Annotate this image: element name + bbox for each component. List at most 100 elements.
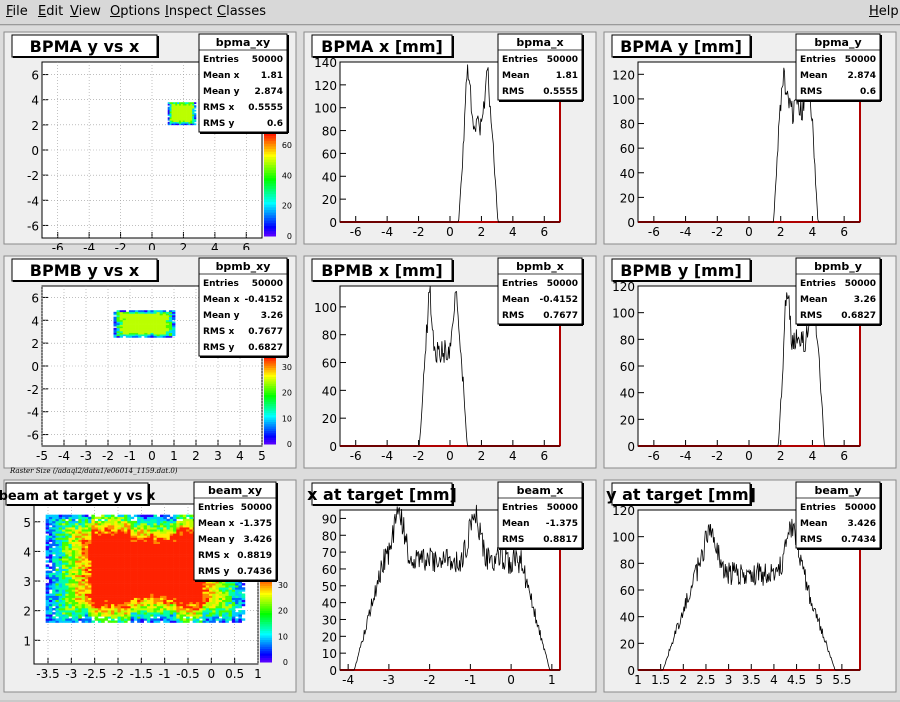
heatmap-cell [160, 581, 164, 584]
pad-bpmb-xy[interactable]: -5 -4 -3 -2 -1 0 1 2 3 4 5 6 4 2 0 -2 -4 -6 0 10 20 30 BPMB y … [0, 250, 300, 474]
heatmap-cell [104, 570, 109, 574]
heatmap-cell [143, 608, 148, 611]
menu-file[interactable]: File [6, 4, 28, 19]
heatmap-cell [205, 593, 210, 596]
pad-bpmb-y[interactable]: -6 -4 -2 0 2 4 6 0 20 40 60 80 100 120 BPMB y [mm] bpmb… [600, 250, 900, 474]
heatmap-cell [88, 608, 92, 611]
heatmap-cell [199, 610, 203, 613]
heatmap-cell [135, 316, 139, 319]
heatmap-cell [179, 605, 184, 609]
heatmap-cell [150, 332, 154, 335]
heatmap-cell [189, 612, 193, 615]
heatmap-cell [81, 545, 86, 549]
pad-bpma-y[interactable]: -6 -4 -2 0 2 4 6 0 20 40 60 80 100 120 BPMA y [mm] bpma… [600, 26, 900, 250]
heatmap-cell [81, 618, 86, 621]
heatmap-cell [176, 601, 180, 605]
heatmap-cell [146, 585, 151, 588]
heatmap-cell [150, 547, 154, 551]
heatmap-cell [160, 591, 164, 594]
menu-view[interactable]: View [70, 4, 101, 19]
heatmap-cell [101, 545, 105, 549]
heatmap-cell [125, 326, 130, 329]
heatmap-cell [124, 529, 128, 532]
heatmap-cell [182, 618, 187, 621]
heatmap-cell [48, 605, 53, 609]
heatmap-cell [78, 597, 82, 601]
heatmap-cell [116, 316, 120, 319]
y-tick-label: 50 [322, 580, 337, 594]
heatmap-cell [75, 560, 79, 563]
heatmap-cell [176, 616, 180, 619]
heatmap-cell [169, 525, 174, 528]
heatmap-cell [169, 589, 174, 592]
heatmap-cell [84, 578, 89, 582]
heatmap-cell [238, 605, 242, 609]
heatmap-cell [130, 578, 135, 582]
heatmap-cell [48, 599, 53, 603]
heatmap-cell [48, 583, 53, 586]
heatmap-cell [156, 319, 160, 322]
menu-classes[interactable]: Classes [217, 4, 266, 19]
histogram-line [340, 504, 560, 671]
pad-beam-y[interactable]: 1 1.5 2 2.5 3 3.5 4 4.5 5 5.5 0 20 40 60 80 100 120 y at … [600, 474, 900, 698]
heatmap-cell [186, 547, 190, 551]
heatmap-cell [62, 539, 66, 542]
heatmap-cell [78, 537, 82, 540]
heatmap-cell [140, 562, 144, 565]
heatmap-cell [173, 608, 177, 611]
palette-swatch [264, 396, 276, 400]
heatmap-cell [130, 603, 135, 607]
heatmap-cell [130, 574, 135, 578]
heatmap-cell [81, 516, 86, 520]
heatmap-cell [101, 531, 105, 534]
heatmap-cell [184, 102, 187, 105]
heatmap-cell [58, 572, 63, 576]
heatmap-cell [124, 583, 128, 586]
heatmap-cell [143, 612, 148, 615]
heatmap-cell [130, 614, 135, 617]
heatmap-cell [97, 543, 102, 547]
heatmap-cell [179, 581, 184, 584]
heatmap-cell [137, 620, 141, 623]
histogram-line [638, 67, 860, 223]
menu-help[interactable]: Help [869, 4, 899, 19]
pad-bpmb-x[interactable]: -6 -4 -2 0 2 4 6 0 20 40 60 80 100 BPMB x [mm] bpmb_x E… [300, 250, 600, 474]
pad-bpma-xy[interactable]: -6 -4 -2 0 2 4 6 6 4 2 0 -2 -4 -6 0 20 40 60 BPMA y vs x bp… [0, 26, 300, 255]
heatmap-cell [167, 112, 170, 115]
heatmap-cell [71, 599, 76, 603]
menu-edit[interactable]: Edit [38, 4, 64, 19]
root-canvas[interactable]: -6 -4 -2 0 2 4 6 6 4 2 0 -2 -4 -6 0 20 40 60 BPMA y vs x bp… [0, 26, 900, 700]
pad-bpma-x[interactable]: -6 -4 -2 0 2 4 6 0 20 40 60 80 100 120 140 BPMA x [mm] b… [300, 26, 600, 250]
heatmap-cell [186, 115, 189, 118]
heatmap-cell [186, 529, 190, 532]
heatmap-cell [168, 319, 173, 322]
heatmap-cell [65, 558, 69, 561]
heatmap-cell [111, 618, 115, 621]
heatmap-cell [160, 564, 164, 567]
heatmap-cell [215, 597, 220, 601]
heatmap-cell [176, 516, 180, 520]
heatmap-cell [169, 518, 174, 522]
pad-beam-xy[interactable]: -3.5 -3 -2.5 -2 -1.5 -1 -0.5 0 0.5 1 5 4 3 2 1 0 10 20 30 b… [0, 474, 300, 698]
menu-inspect[interactable]: Inspect [165, 4, 213, 19]
x-tick-label: 3 [725, 673, 733, 687]
x-tick-label: 0 [446, 449, 454, 463]
heatmap-cell [180, 102, 184, 105]
heatmap-cell [48, 570, 53, 574]
heatmap-cell [131, 315, 136, 317]
heatmap-cell [171, 120, 174, 123]
heatmap-cell [94, 591, 99, 594]
heatmap-cell [88, 570, 92, 574]
heatmap-cell [104, 549, 109, 553]
menu-options[interactable]: Options [110, 4, 161, 19]
heatmap-cell [107, 616, 112, 619]
heatmap-cell [163, 591, 167, 594]
heatmap-cell [78, 545, 82, 549]
heatmap-cell [48, 585, 53, 588]
heatmap-cell [153, 578, 158, 582]
heatmap-cell [75, 541, 79, 545]
pad-beam-x[interactable]: -4 -3 -2 -1 0 1 0 10 20 30 40 50 60 70 80 90 x at target… [300, 474, 600, 698]
heatmap-cell [169, 562, 174, 565]
heatmap-cell [150, 620, 154, 623]
heatmap-cell [71, 558, 76, 561]
